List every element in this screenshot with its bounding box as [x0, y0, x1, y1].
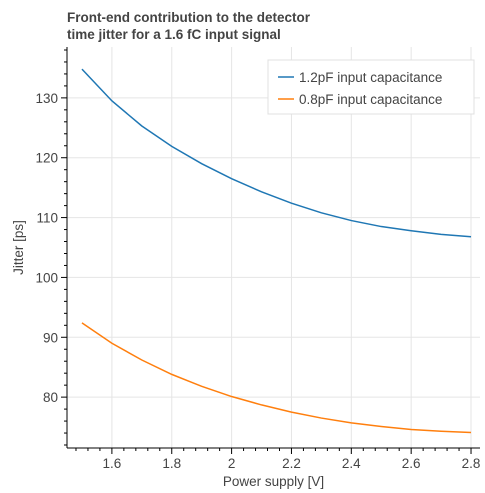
y-tick-label: 80 — [43, 390, 58, 405]
x-tick-label: 2.4 — [342, 456, 361, 471]
chart-title-line-2: time jitter for a 1.6 fC input signal — [67, 27, 281, 42]
legend-box — [267, 59, 475, 115]
legend: 1.2pF input capacitance 0.8pF input capac… — [267, 59, 475, 115]
y-axis-label: Jitter [ps] — [11, 220, 26, 275]
x-axis-label: Power supply [V] — [223, 474, 324, 489]
y-tick-label: 100 — [35, 270, 58, 285]
series-lines — [81, 68, 472, 434]
series-line-0 — [81, 68, 472, 238]
x-tick-label: 2.6 — [402, 456, 421, 471]
y-tick-label: 90 — [43, 330, 58, 345]
x-tick-label: 2.8 — [462, 456, 481, 471]
y-tick-label: 120 — [35, 151, 58, 166]
legend-label-1: 0.8pF input capacitance — [299, 92, 442, 107]
x-tick-label: 2 — [228, 456, 236, 471]
chart-title-line-1: Front-end contribution to the detector — [67, 10, 311, 25]
axes: 1.6 1.8 2 2.2 2.4 2.6 2.8 80 90 100 110 120 130 — [35, 47, 480, 471]
x-tick-label: 1.8 — [162, 456, 181, 471]
x-tick-label: 2.2 — [282, 456, 301, 471]
y-tick-label: 130 — [35, 91, 58, 106]
x-tick-label: 1.6 — [103, 456, 122, 471]
legend-label-0: 1.2pF input capacitance — [299, 70, 442, 85]
y-tick-label: 110 — [36, 211, 58, 226]
series-line-1 — [81, 322, 472, 434]
